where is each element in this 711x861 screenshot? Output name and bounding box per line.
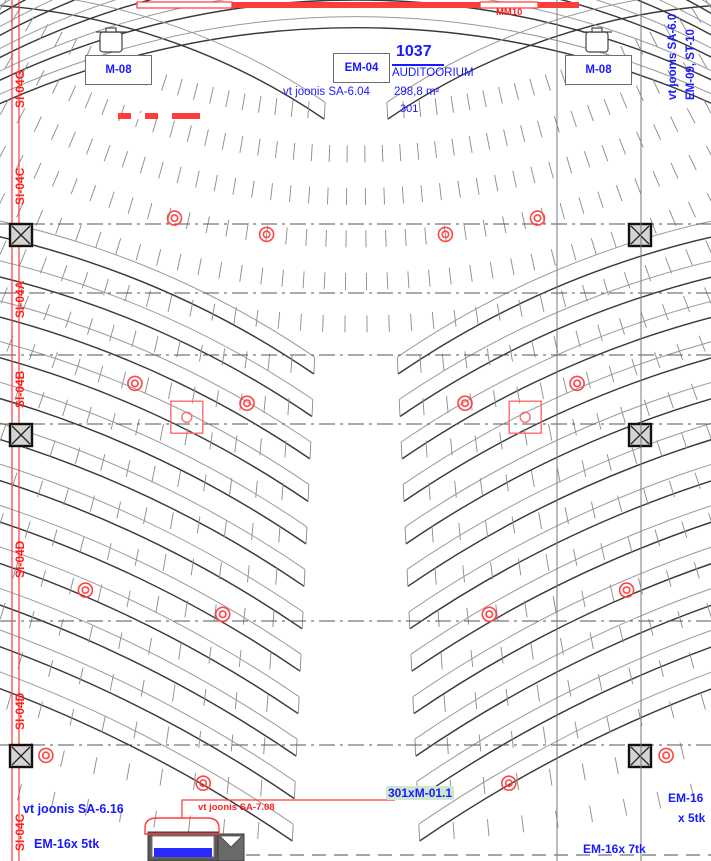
room-area: 298,8 m² xyxy=(394,86,440,98)
right-em16-label: EM-16 xyxy=(668,791,704,805)
horizontal-gridlines xyxy=(0,223,711,746)
room-code: 301 xyxy=(400,103,419,115)
right-em16-qty2: EM-16x 7tk xyxy=(583,842,646,856)
red-seat-bar xyxy=(118,113,200,119)
grid-label-si-04a: SI-04A xyxy=(13,280,27,318)
equipment-box-m08-right[interactable]: M-08 xyxy=(565,55,632,85)
column-marker-hatched xyxy=(8,422,34,448)
fixture-markers xyxy=(38,210,674,792)
room-ref-note: vt joonis SA-6.04 xyxy=(283,86,370,98)
equipment-label: M-08 xyxy=(585,64,612,76)
grid-label-si-04c-bottom: SI-04C xyxy=(13,813,27,851)
room-number: 1037 xyxy=(396,43,432,60)
room-name: AUDITOORIUM xyxy=(392,67,474,79)
grid-label-si-04c-top: SI-04C xyxy=(13,167,27,205)
grid-label-si-04d-upper: SI-04D xyxy=(13,540,27,578)
red-top-bars xyxy=(136,1,579,9)
speaker-icon xyxy=(582,27,612,53)
equipment-label: EM-04 xyxy=(344,62,379,74)
speaker-icon xyxy=(96,27,126,53)
seating-rows xyxy=(0,0,711,842)
equipment-label: M-08 xyxy=(105,64,132,76)
right-ref-em09-st10: EM-09, ST-10 xyxy=(685,29,697,100)
red-square-markers xyxy=(170,400,542,434)
bottom-ref-sa-6-16: vt joonis SA-6.16 xyxy=(23,802,124,816)
grid-label-si-04b: SI-04B xyxy=(13,370,27,408)
bottom-red-ref-sa-7-08: vt joonis SA-7.08 xyxy=(198,802,275,813)
equipment-box-em04[interactable]: EM-04 xyxy=(333,53,390,83)
seat-cells xyxy=(0,0,711,842)
leader-ticks xyxy=(556,0,642,861)
column-marker-hatched xyxy=(8,743,34,769)
column-marker-cross xyxy=(627,743,653,769)
bottom-center-tag: 301xM-01.1 xyxy=(386,786,455,800)
bottom-center-tag-text: 301xM-01.1 xyxy=(386,786,455,800)
column-marker-cross xyxy=(627,422,653,448)
right-ref-sa-6-0: vt joonis SA-6.0 xyxy=(667,13,679,100)
grid-label-si-04d-lower: SI-04D xyxy=(13,692,27,730)
right-em16-qty: x 5tk xyxy=(678,811,706,825)
annotation-mm10: MM10 xyxy=(496,7,523,18)
bottom-em16-label: EM-16x 5tk xyxy=(34,837,100,851)
equipment-box-m08-left[interactable]: M-08 xyxy=(85,55,152,85)
grid-label-si-04g: SI-04G xyxy=(13,69,27,108)
structural-columns xyxy=(8,222,653,769)
av-console xyxy=(144,799,395,861)
column-marker-cross xyxy=(627,222,653,248)
column-marker-hatched xyxy=(8,222,34,248)
room-underline xyxy=(392,64,444,66)
